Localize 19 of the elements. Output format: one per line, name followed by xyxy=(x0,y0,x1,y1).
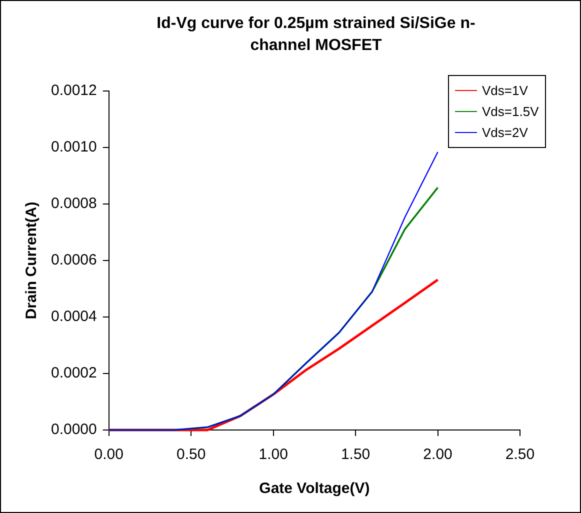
x-tick-label: 1.00 xyxy=(258,446,288,464)
y-tick-label: 0.0000 xyxy=(50,421,97,438)
chart-title: Id-Vg curve for 0.25µm strained Si/SiGe n-channel MOSFET xyxy=(156,14,476,56)
legend-label: Vds=1.5V xyxy=(482,104,539,119)
legend-label: Vds=1V xyxy=(482,83,528,98)
y-tick-label: 0.0004 xyxy=(50,308,97,326)
y-tick-label: 0.0006 xyxy=(50,252,97,269)
y-tick-label: 0.0012 xyxy=(50,82,97,100)
x-tick-label: 0.50 xyxy=(176,446,206,464)
x-tick-label: 2.00 xyxy=(423,446,452,464)
y-tick-label: 0.0008 xyxy=(50,195,97,212)
legend-label: Vds=2V xyxy=(482,125,528,140)
y-tick-label: 0.0010 xyxy=(50,138,97,156)
y-tick-label: 0.0002 xyxy=(50,364,97,382)
x-tick-label: 0.00 xyxy=(94,446,124,464)
y-axis-title: Drain Current(A) xyxy=(23,202,40,320)
x-axis-title: Gate Voltage(V) xyxy=(259,480,370,498)
x-tick-label: 1.50 xyxy=(340,446,370,464)
x-tick-label: 2.50 xyxy=(505,446,535,464)
